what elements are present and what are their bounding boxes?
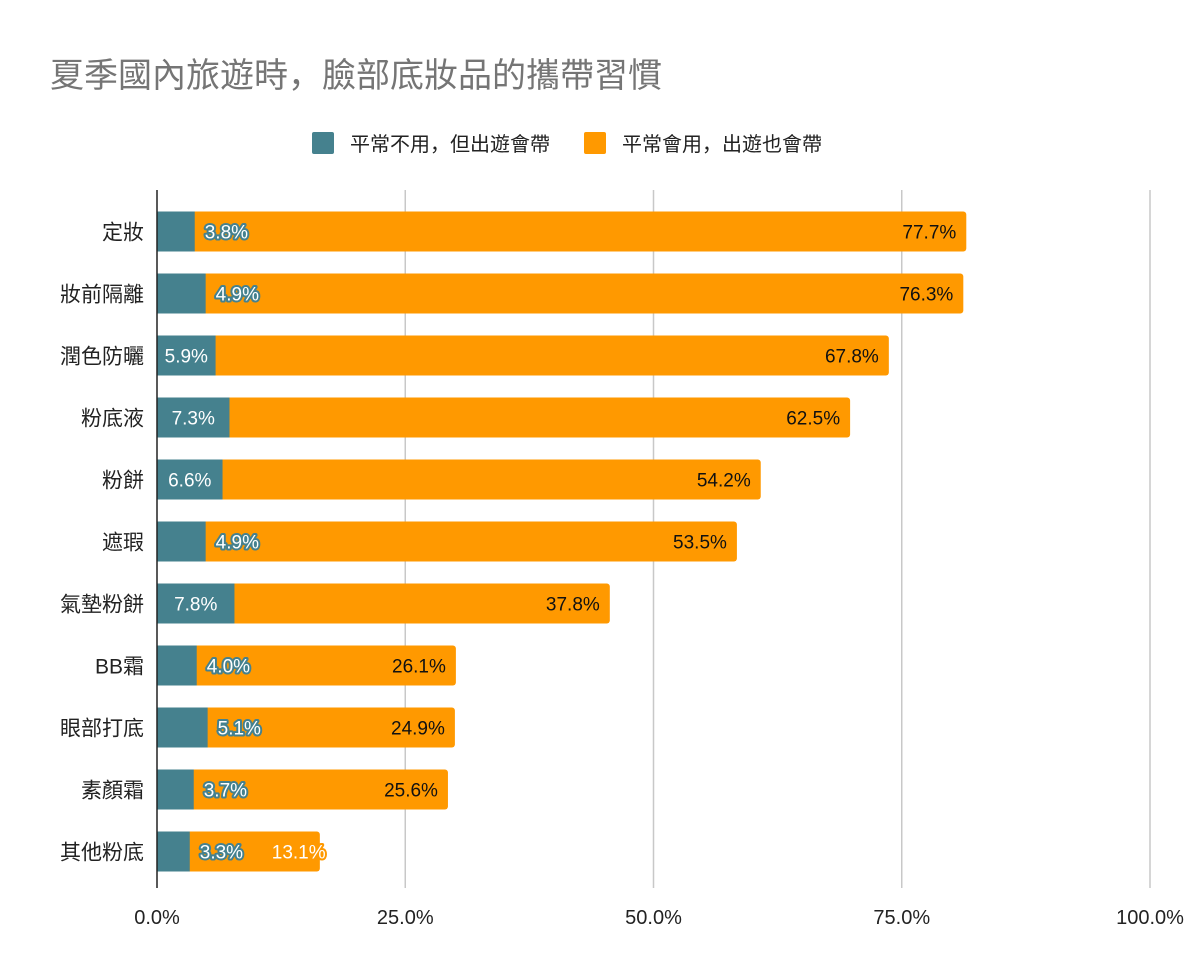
bar-series-2-3 — [225, 397, 851, 438]
bar-series-2-5 — [201, 521, 737, 562]
bar-series-2-2 — [211, 335, 889, 376]
data-label-series-1-1: 4.9% — [216, 285, 259, 306]
bar-series-2-7 — [192, 645, 456, 686]
bar-series-2-6 — [230, 583, 610, 624]
bar-series-1-8 — [157, 707, 208, 748]
x-tick-label-2: 50.0% — [625, 907, 682, 929]
bar-series-2-10 — [185, 831, 320, 872]
bar-series-1-9 — [157, 769, 194, 810]
legend-label-series-1: 平常不用，但出遊會帶 — [350, 132, 550, 156]
data-label-series-2-10: 13.1% — [272, 843, 326, 864]
bar-series-1-4 — [157, 459, 223, 500]
x-tick-label-1: 25.0% — [377, 907, 434, 929]
category-label-8: 眼部打底 — [60, 718, 144, 741]
legend-swatch-series-1 — [312, 131, 334, 154]
bar-series-1-2 — [157, 335, 216, 376]
category-label-2: 潤色防曬 — [60, 346, 144, 369]
bar-series-2-9 — [189, 769, 448, 810]
bar-series-2-4 — [218, 459, 761, 500]
legend: 平常不用，但出遊會帶 平常會用，出遊也會帶 — [312, 128, 856, 157]
data-label-series-1-3: 7.3% — [172, 409, 215, 430]
data-label-series-2-4: 54.2% — [697, 471, 751, 492]
data-label-series-2-2: 67.8% — [825, 347, 879, 368]
data-label-series-2-1: 76.3% — [899, 285, 953, 306]
bar-series-1-3 — [157, 397, 230, 438]
data-label-series-2-8: 24.9% — [391, 719, 445, 740]
x-tick-label-4: 100.0% — [1116, 907, 1184, 929]
bar-series-1-5 — [157, 521, 206, 562]
data-label-series-2-0: 77.7% — [902, 223, 956, 244]
data-label-series-1-4: 6.6% — [168, 471, 211, 492]
data-label-series-1-5: 4.9% — [216, 533, 259, 554]
category-label-0: 定妝 — [102, 222, 144, 245]
bar-series-2-8 — [203, 707, 455, 748]
data-label-series-1-6: 7.8% — [174, 595, 217, 616]
data-label-series-2-7: 26.1% — [392, 657, 446, 678]
category-label-6: 氣墊粉餅 — [60, 594, 144, 617]
category-label-1: 妝前隔離 — [60, 284, 144, 307]
legend-item-series-1: 平常不用，但出遊會帶 — [312, 128, 550, 157]
legend-label-series-2: 平常會用，出遊也會帶 — [622, 132, 822, 156]
data-label-series-2-9: 25.6% — [384, 781, 438, 802]
data-label-series-1-10: 3.3% — [200, 843, 243, 864]
category-label-3: 粉底液 — [81, 408, 144, 431]
bar-series-1-1 — [157, 273, 206, 314]
legend-item-series-2: 平常會用，出遊也會帶 — [584, 128, 822, 157]
data-label-series-1-0: 3.8% — [205, 223, 248, 244]
data-label-series-1-8: 5.1% — [218, 719, 261, 740]
data-label-series-2-5: 53.5% — [673, 533, 727, 554]
data-label-series-1-7: 4.0% — [207, 657, 250, 678]
category-label-5: 遮瑕 — [102, 532, 144, 555]
category-label-4: 粉餅 — [102, 470, 144, 493]
x-tick-label-3: 75.0% — [873, 907, 930, 929]
bar-series-1-7 — [157, 645, 197, 686]
category-label-10: 其他粉底 — [60, 842, 144, 865]
data-label-series-2-6: 37.8% — [546, 595, 600, 616]
data-label-series-1-2: 5.9% — [165, 347, 208, 368]
data-label-series-1-9: 3.7% — [204, 781, 247, 802]
category-label-9: 素顏霜 — [81, 780, 144, 803]
chart-title: 夏季國內旅遊時，臉部底妝品的攜帶習慣 — [50, 56, 662, 96]
bar-series-1-0 — [157, 211, 195, 252]
bar-series-2-1 — [201, 273, 964, 314]
legend-swatch-series-2 — [584, 131, 606, 154]
x-tick-label-0: 0.0% — [134, 907, 180, 929]
bar-series-1-6 — [157, 583, 235, 624]
data-label-series-2-3: 62.5% — [786, 409, 840, 430]
category-label-7: BB霜 — [95, 656, 144, 679]
bar-series-1-10 — [157, 831, 190, 872]
bar-series-2-0 — [190, 211, 967, 252]
